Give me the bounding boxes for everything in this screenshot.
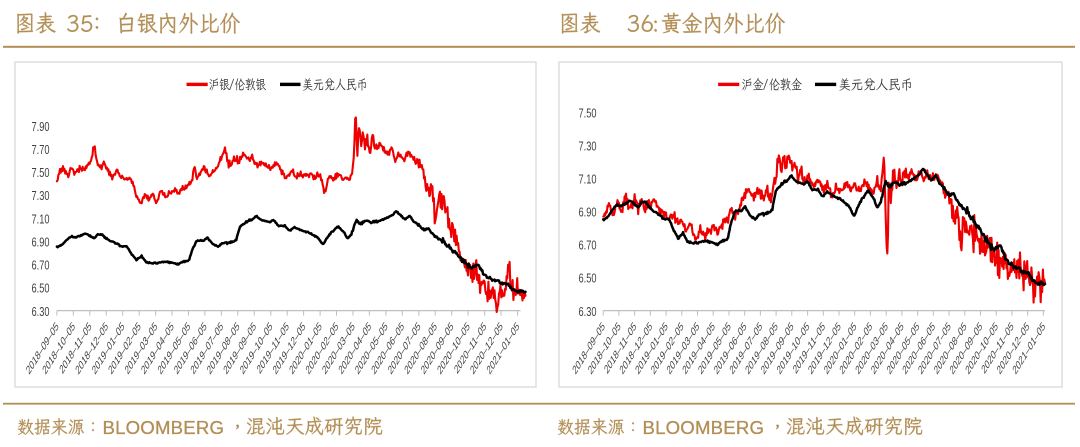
svg-text:7.50: 7.50 bbox=[579, 107, 597, 121]
svg-text:7.10: 7.10 bbox=[579, 173, 597, 187]
svg-text:7.50: 7.50 bbox=[32, 167, 50, 181]
svg-text:BLOOMBERG: BLOOMBERG bbox=[103, 417, 225, 438]
svg-text:7.70: 7.70 bbox=[32, 143, 50, 157]
svg-text:6.70: 6.70 bbox=[32, 259, 50, 273]
svg-text:7.90: 7.90 bbox=[32, 120, 50, 134]
svg-text:6.70: 6.70 bbox=[579, 239, 597, 253]
svg-text:6.90: 6.90 bbox=[32, 236, 50, 250]
svg-text:7.10: 7.10 bbox=[32, 213, 50, 227]
svg-text:6.30: 6.30 bbox=[579, 305, 597, 319]
svg-text:BLOOMBERG: BLOOMBERG bbox=[643, 417, 765, 438]
svg-text:6.50: 6.50 bbox=[579, 272, 597, 286]
svg-text:7.30: 7.30 bbox=[32, 190, 50, 204]
svg-text:6.30: 6.30 bbox=[32, 305, 50, 319]
svg-text:7.30: 7.30 bbox=[579, 140, 597, 154]
svg-text:6.50: 6.50 bbox=[32, 282, 50, 296]
svg-text:6.90: 6.90 bbox=[579, 206, 597, 220]
